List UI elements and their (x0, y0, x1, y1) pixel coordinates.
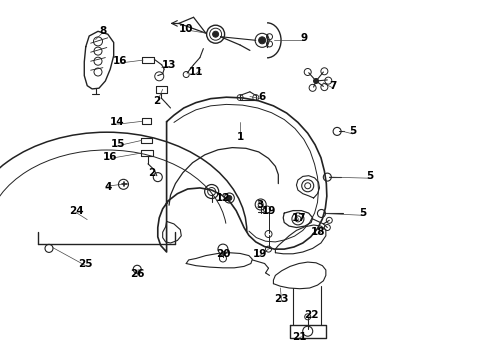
Text: 14: 14 (110, 117, 125, 127)
Text: 1: 1 (237, 132, 244, 142)
Text: 20: 20 (216, 249, 230, 259)
Text: 23: 23 (274, 294, 289, 304)
Text: 9: 9 (300, 33, 307, 43)
Text: 2: 2 (148, 168, 155, 178)
Text: 8: 8 (99, 26, 106, 36)
Text: 22: 22 (304, 310, 318, 320)
Text: 24: 24 (69, 206, 83, 216)
Text: 15: 15 (110, 139, 125, 149)
Text: 13: 13 (162, 60, 176, 70)
Text: 18: 18 (311, 227, 326, 237)
Text: 7: 7 (329, 81, 337, 91)
Text: 17: 17 (292, 213, 306, 223)
Text: 2: 2 (153, 96, 160, 106)
Text: 10: 10 (179, 24, 194, 34)
Circle shape (259, 37, 266, 44)
Text: 19: 19 (261, 206, 276, 216)
Text: 3: 3 (256, 200, 263, 210)
Text: 5: 5 (367, 171, 373, 181)
Circle shape (213, 31, 219, 37)
Text: 16: 16 (113, 56, 127, 66)
Text: 16: 16 (103, 152, 118, 162)
Text: 11: 11 (189, 67, 203, 77)
Text: 21: 21 (292, 332, 306, 342)
Text: 4: 4 (104, 182, 112, 192)
Circle shape (314, 78, 318, 84)
Text: 12: 12 (216, 193, 230, 203)
Circle shape (227, 195, 232, 201)
Text: 5: 5 (349, 126, 356, 136)
Text: 25: 25 (78, 258, 93, 269)
Text: 5: 5 (359, 208, 366, 218)
Text: 26: 26 (130, 269, 145, 279)
Text: 19: 19 (252, 249, 267, 259)
Text: 6: 6 (259, 92, 266, 102)
